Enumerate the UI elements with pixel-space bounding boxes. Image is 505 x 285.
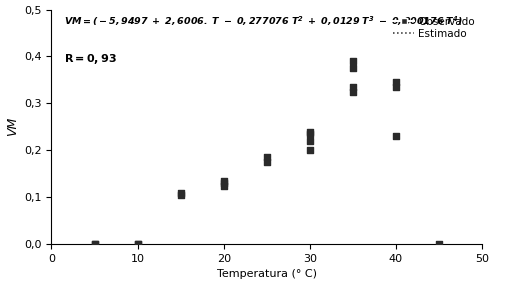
Point bbox=[219, 178, 227, 183]
Text: $\bfit{VM} = \bfit{(}-\bfit{5,9497}\ +\ \bfit{2,6006.}\ \bfit{T}\ -\ \bfit{0,277: $\bfit{VM} = \bfit{(}-\bfit{5,9497}\ +\ … bbox=[64, 14, 462, 28]
Point bbox=[262, 155, 270, 160]
Point bbox=[391, 80, 399, 85]
Point bbox=[348, 66, 356, 70]
Text: $\bf{R = 0,93}$: $\bf{R = 0,93}$ bbox=[64, 52, 117, 66]
Point bbox=[133, 242, 141, 247]
Point bbox=[176, 193, 184, 197]
Point bbox=[305, 132, 313, 136]
Point bbox=[434, 242, 442, 247]
Point bbox=[219, 183, 227, 188]
Point bbox=[90, 242, 98, 247]
Point bbox=[348, 59, 356, 64]
Point bbox=[348, 89, 356, 94]
Point bbox=[305, 148, 313, 152]
Point bbox=[305, 129, 313, 134]
Point bbox=[391, 134, 399, 139]
Point bbox=[262, 160, 270, 164]
Point bbox=[391, 85, 399, 89]
Point bbox=[90, 242, 98, 247]
Point bbox=[133, 242, 141, 247]
Legend: Observado, Estimado: Observado, Estimado bbox=[390, 15, 476, 41]
Point bbox=[305, 139, 313, 143]
X-axis label: Temperatura (° C): Temperatura (° C) bbox=[216, 269, 316, 280]
Point bbox=[219, 181, 227, 186]
Y-axis label: VM: VM bbox=[6, 117, 19, 137]
Point bbox=[176, 190, 184, 195]
Point bbox=[348, 85, 356, 89]
